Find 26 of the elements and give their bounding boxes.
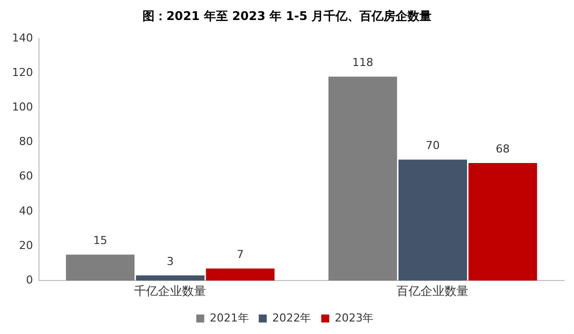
bar	[468, 163, 538, 281]
bar	[328, 76, 398, 281]
y-tick-label: 120	[12, 66, 33, 80]
y-tick-label: 140	[12, 31, 33, 44]
chart-title: 图：2021 年至 2023 年 1-5 月千亿、百亿房企数量	[141, 8, 433, 25]
bar	[136, 275, 205, 281]
data-label: 70	[426, 138, 440, 152]
legend-label: 2021年	[210, 311, 249, 324]
y-tick-label: 40	[18, 204, 33, 218]
x-tick-label: 百亿企业数量	[396, 284, 469, 298]
data-label: 3	[166, 254, 174, 268]
y-tick-label: 20	[18, 238, 33, 252]
y-tick-label: 0	[26, 273, 33, 286]
legend-label: 2023年	[334, 311, 374, 324]
legend-label: 2022年	[272, 311, 312, 324]
bar	[206, 268, 275, 281]
data-label: 68	[496, 142, 510, 156]
bar	[66, 254, 135, 281]
x-tick-label: 千亿企业数量	[134, 284, 206, 298]
y-tick-label: 80	[18, 135, 33, 148]
data-label: 7	[236, 248, 244, 261]
y-tick-label: 100	[12, 100, 33, 114]
data-label: 15	[93, 234, 108, 248]
data-label: 118	[352, 56, 374, 69]
y-tick-label: 60	[18, 170, 33, 183]
bar	[398, 160, 468, 281]
